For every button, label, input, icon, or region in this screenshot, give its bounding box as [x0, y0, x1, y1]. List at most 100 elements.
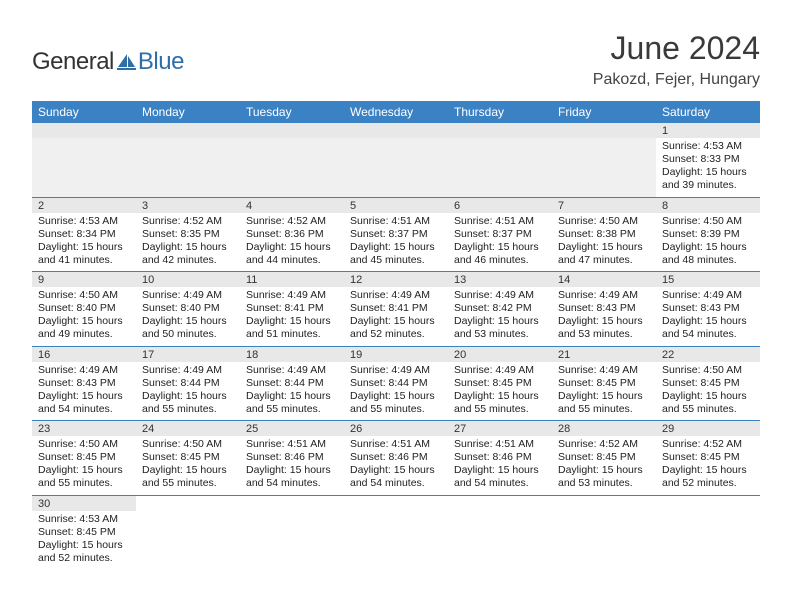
calendar-cell: 20 Sunrise: 4:49 AMSunset: 8:45 PMDayligh… [448, 346, 552, 421]
calendar-cell: 16Sunrise: 4:49 AMSunset: 8:43 PMDayligh… [32, 346, 136, 421]
calendar-cell: 26Sunrise: 4:51 AMSunset: 8:46 PMDayligh… [344, 421, 448, 496]
day-details: Sunrise: 4:51 AMSunset: 8:46 PMDaylight:… [344, 436, 448, 495]
calendar-cell: 3Sunrise: 4:52 AMSunset: 8:35 PMDaylight… [136, 197, 240, 272]
sunrise-line: Sunrise: 4:50 AM [558, 215, 650, 228]
day-details: Sunrise: 4:51 AMSunset: 8:46 PMDaylight:… [448, 436, 552, 495]
sunset-line: Sunset: 8:45 PM [454, 377, 546, 390]
day-details: Sunrise: 4:53 AMSunset: 8:34 PMDaylight:… [32, 213, 136, 272]
day-number: 11 [240, 272, 344, 287]
day-number: 7 [552, 198, 656, 213]
day-number: 28 [552, 421, 656, 436]
sunset-line: Sunset: 8:45 PM [558, 451, 650, 464]
weekday-header: Thursday [448, 101, 552, 123]
sunrise-line: Sunrise: 4:52 AM [246, 215, 338, 228]
day-number: 21 [552, 347, 656, 362]
calendar-cell: 1Sunrise: 4:53 AMSunset: 8:33 PMDaylight… [656, 123, 760, 197]
day-number: 22 [656, 347, 760, 362]
daylight-line: Daylight: 15 hours and 49 minutes. [38, 315, 130, 341]
day-number: 24 [136, 421, 240, 436]
sunrise-line: Sunrise: 4:49 AM [350, 364, 442, 377]
calendar-cell: 5Sunrise: 4:51 AMSunset: 8:37 PMDaylight… [344, 197, 448, 272]
day-details: Sunrise: 4:49 AMSunset: 8:44 PMDaylight:… [344, 362, 448, 421]
calendar-cell: 22Sunrise: 4:50 AMSunset: 8:45 PMDayligh… [656, 346, 760, 421]
day-details: Sunrise: 4:52 AMSunset: 8:45 PMDaylight:… [656, 436, 760, 495]
day-number: 25 [240, 421, 344, 436]
calendar-cell: 4Sunrise: 4:52 AMSunset: 8:36 PMDaylight… [240, 197, 344, 272]
sunrise-line: Sunrise: 4:49 AM [246, 364, 338, 377]
sunrise-line: Sunrise: 4:51 AM [454, 215, 546, 228]
day-number: 30 [32, 496, 136, 511]
day-number: 8 [656, 198, 760, 213]
daylight-line: Daylight: 15 hours and 54 minutes. [350, 464, 442, 490]
day-details: Sunrise: 4:50 AMSunset: 8:45 PMDaylight:… [136, 436, 240, 495]
sunrise-line: Sunrise: 4:49 AM [142, 289, 234, 302]
sunrise-line: Sunrise: 4:49 AM [558, 289, 650, 302]
sunrise-line: Sunrise: 4:49 AM [246, 289, 338, 302]
day-number: 14 [552, 272, 656, 287]
sunset-line: Sunset: 8:46 PM [246, 451, 338, 464]
sunset-line: Sunset: 8:43 PM [558, 302, 650, 315]
calendar-cell: 2Sunrise: 4:53 AMSunset: 8:34 PMDaylight… [32, 197, 136, 272]
calendar-cell [448, 495, 552, 569]
day-number: 1 [656, 123, 760, 138]
location-subtitle: Pakozd, Fejer, Hungary [593, 71, 760, 89]
day-number: 9 [32, 272, 136, 287]
day-details: Sunrise: 4:52 AMSunset: 8:36 PMDaylight:… [240, 213, 344, 272]
sailboat-icon [116, 53, 138, 71]
calendar-cell: 29Sunrise: 4:52 AMSunset: 8:45 PMDayligh… [656, 421, 760, 496]
calendar-cell [136, 123, 240, 197]
day-details: Sunrise: 4:49 AMSunset: 8:43 PMDaylight:… [32, 362, 136, 421]
sunrise-line: Sunrise: 4:52 AM [662, 438, 754, 451]
calendar-cell: 7 Sunrise: 4:50 AMSunset: 8:38 PMDaylight… [552, 197, 656, 272]
calendar-cell: 27Sunrise: 4:51 AMSunset: 8:46 PMDayligh… [448, 421, 552, 496]
weekday-header: Wednesday [344, 101, 448, 123]
day-details: Sunrise: 4:49 AMSunset: 8:44 PMDaylight:… [240, 362, 344, 421]
calendar-cell: 18Sunrise: 4:49 AMSunset: 8:44 PMDayligh… [240, 346, 344, 421]
calendar-cell [136, 495, 240, 569]
weekday-header: Tuesday [240, 101, 344, 123]
day-details: Sunrise: 4:49 AMSunset: 8:43 PMDaylight:… [656, 287, 760, 346]
calendar-cell: 19Sunrise: 4:49 AMSunset: 8:44 PMDayligh… [344, 346, 448, 421]
day-details: Sunrise: 4:49 AMSunset: 8:41 PMDaylight:… [344, 287, 448, 346]
day-number: 20 [448, 347, 552, 362]
daylight-line: Daylight: 15 hours and 53 minutes. [558, 464, 650, 490]
calendar-cell: 10Sunrise: 4:49 AMSunset: 8:40 PMDayligh… [136, 272, 240, 347]
sunset-line: Sunset: 8:45 PM [142, 451, 234, 464]
calendar-cell [32, 123, 136, 197]
month-title: June 2024 [593, 30, 760, 67]
calendar-cell: 28Sunrise: 4:52 AMSunset: 8:45 PMDayligh… [552, 421, 656, 496]
sunset-line: Sunset: 8:45 PM [662, 377, 754, 390]
weekday-header: Sunday [32, 101, 136, 123]
daylight-line: Daylight: 15 hours and 55 minutes. [350, 390, 442, 416]
calendar-cell [552, 123, 656, 197]
header: General Blue June 2024 Pakozd, Fejer, Hu… [32, 30, 760, 89]
calendar-cell: 14Sunrise: 4:49 AMSunset: 8:43 PMDayligh… [552, 272, 656, 347]
calendar-week-row: 9Sunrise: 4:50 AMSunset: 8:40 PMDaylight… [32, 272, 760, 347]
sunset-line: Sunset: 8:38 PM [558, 228, 650, 241]
day-details: Sunrise: 4:49 AMSunset: 8:42 PMDaylight:… [448, 287, 552, 346]
day-number: 17 [136, 347, 240, 362]
daylight-line: Daylight: 15 hours and 55 minutes. [454, 390, 546, 416]
sunrise-line: Sunrise: 4:49 AM [454, 289, 546, 302]
calendar-week-row: 16Sunrise: 4:49 AMSunset: 8:43 PMDayligh… [32, 346, 760, 421]
calendar-cell [448, 123, 552, 197]
daylight-line: Daylight: 15 hours and 46 minutes. [454, 241, 546, 267]
sunset-line: Sunset: 8:44 PM [142, 377, 234, 390]
day-number: 29 [656, 421, 760, 436]
daylight-line: Daylight: 15 hours and 39 minutes. [662, 166, 754, 192]
sunrise-line: Sunrise: 4:49 AM [454, 364, 546, 377]
calendar-cell: 12Sunrise: 4:49 AMSunset: 8:41 PMDayligh… [344, 272, 448, 347]
calendar-cell: 17Sunrise: 4:49 AMSunset: 8:44 PMDayligh… [136, 346, 240, 421]
sunset-line: Sunset: 8:41 PM [350, 302, 442, 315]
day-number: 6 [448, 198, 552, 213]
calendar-cell: 25Sunrise: 4:51 AMSunset: 8:46 PMDayligh… [240, 421, 344, 496]
day-details: Sunrise: 4:51 AMSunset: 8:46 PMDaylight:… [240, 436, 344, 495]
daylight-line: Daylight: 15 hours and 47 minutes. [558, 241, 650, 267]
daylight-line: Daylight: 15 hours and 52 minutes. [662, 464, 754, 490]
day-details: Sunrise: 4:51 AMSunset: 8:37 PMDaylight:… [448, 213, 552, 272]
daylight-line: Daylight: 15 hours and 45 minutes. [350, 241, 442, 267]
sunrise-line: Sunrise: 4:53 AM [38, 513, 130, 526]
sunset-line: Sunset: 8:36 PM [246, 228, 338, 241]
day-details: Sunrise: 4:49 AMSunset: 8:44 PMDaylight:… [136, 362, 240, 421]
sunset-line: Sunset: 8:45 PM [558, 377, 650, 390]
